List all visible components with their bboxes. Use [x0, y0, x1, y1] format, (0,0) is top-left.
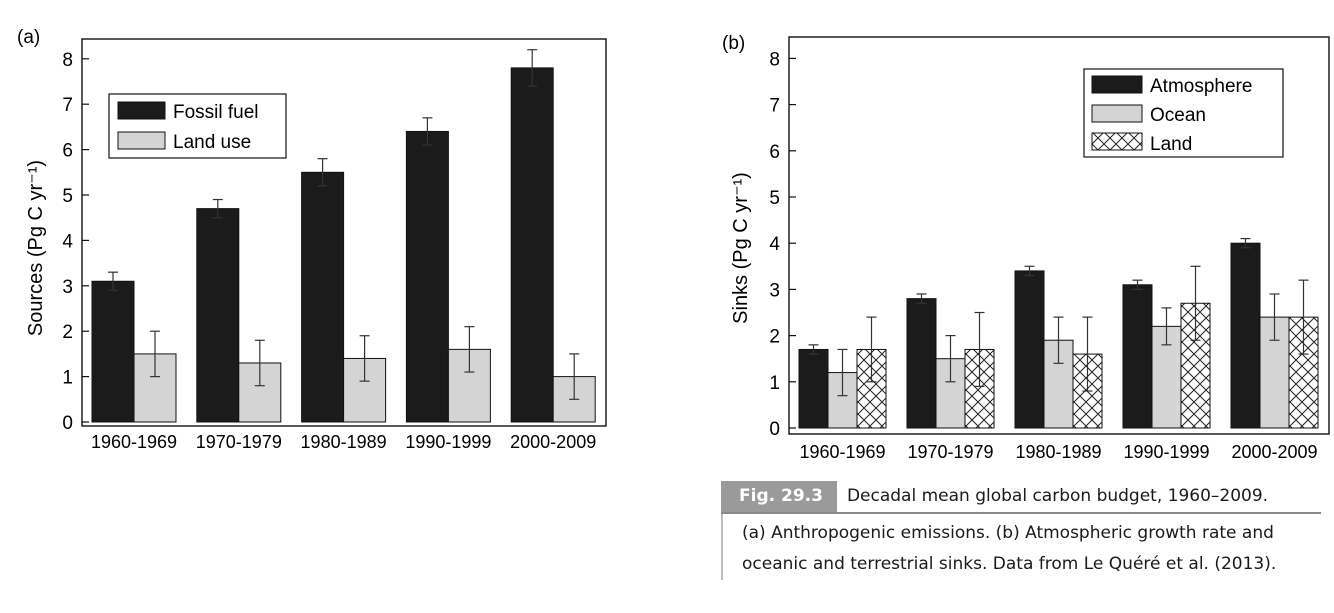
error-bar: [1053, 316, 1064, 364]
bar-fossil-fuel-1960-1969: [91, 280, 135, 423]
bar-atmosphere-2000-2009: [1230, 242, 1261, 429]
error-bar: [527, 49, 538, 87]
error-bar: [254, 339, 265, 387]
legend-label-fossil-fuel: Fossil fuel: [173, 102, 259, 123]
legend-swatch-atmosphere: [1091, 75, 1143, 94]
y-tick-label: 7: [769, 96, 780, 117]
panel-a-y-axis: 0 1 2 3 4 5 6 7 8: [62, 50, 89, 434]
y-tick-label: 2: [769, 327, 780, 348]
panel-a-bars: [91, 49, 596, 423]
x-tick-label: 1960-1969: [799, 442, 885, 462]
panel-b-chart: (b) Sinks (Pg C yr⁻¹) 0 1 2 3 4 5 6 7 8 1960-196…: [722, 33, 1330, 462]
error-bar: [837, 348, 848, 397]
x-tick-label: 2000-2009: [1231, 442, 1317, 462]
x-tick-label: 1960-1969: [91, 432, 177, 452]
bar-atmosphere-1980-1989: [1014, 270, 1045, 429]
y-tick-label: 5: [62, 186, 73, 207]
legend-swatch-ocean: [1091, 104, 1143, 123]
y-tick-label: 5: [769, 188, 780, 209]
legend-swatch-land: [1091, 132, 1143, 151]
error-bar: [422, 117, 433, 146]
y-tick-label: 3: [62, 277, 73, 298]
y-tick-label: 6: [62, 141, 73, 162]
y-tick-label: 4: [62, 231, 73, 252]
figure-caption: Fig. 29.3 Decadal mean global carbon budg…: [721, 481, 1321, 580]
panel-b-ylabel: Sinks (Pg C yr⁻¹): [730, 172, 752, 324]
bar-fossil-fuel-2000-2009: [510, 67, 554, 423]
error-bar: [945, 335, 956, 383]
legend-swatch-fossil-fuel: [117, 101, 166, 120]
panel-b-x-axis: 1960-1969 1970-1979 1980-1989 1990-1999 2000…: [799, 442, 1317, 462]
panel-b-legend: Atmosphere Ocean Land: [1083, 68, 1284, 158]
panel-b-label: (b): [722, 33, 745, 54]
y-tick-label: 8: [62, 50, 73, 71]
y-tick-label: 1: [62, 368, 73, 389]
panel-a-ylabel: Sources (Pg C yr⁻¹): [25, 160, 47, 336]
bar-ocean-1970-1979: [935, 358, 966, 429]
y-tick-label: 7: [62, 95, 73, 116]
y-tick-label: 6: [769, 142, 780, 163]
caption-figure-tag: Fig. 29.3: [721, 481, 837, 512]
x-tick-label: 1970-1979: [196, 432, 282, 452]
error-bar: [1240, 237, 1251, 249]
error-bar: [569, 353, 580, 400]
panel-b-plot-frame: [788, 36, 1330, 435]
error-bar: [108, 271, 118, 291]
y-tick-label: 2: [62, 322, 73, 343]
panel-b-bars: [798, 237, 1319, 429]
bar-fossil-fuel-1980-1989: [301, 171, 345, 423]
x-tick-label: 1980-1989: [1015, 442, 1101, 462]
y-tick-label: 8: [769, 49, 780, 70]
error-bar: [1161, 307, 1172, 346]
legend-label-atmosphere: Atmosphere: [1150, 76, 1252, 97]
panel-a-legend: Fossil fuel Land use: [108, 93, 287, 159]
error-bar: [1024, 265, 1035, 277]
x-tick-label: 1970-1979: [907, 442, 993, 462]
error-bar: [866, 316, 877, 383]
error-bar: [1132, 279, 1143, 290]
bar-atmosphere-1960-1969: [798, 348, 829, 429]
panel-b-y-axis: 0 1 2 3 4 5 6 7 8: [769, 49, 796, 440]
legend-label-land-use: Land use: [173, 132, 251, 153]
error-bar: [974, 311, 985, 388]
x-tick-label: 1990-1999: [1123, 442, 1209, 462]
bar-land-use-1970-1979: [238, 362, 282, 423]
y-tick-label: 0: [769, 419, 780, 440]
caption-header: Fig. 29.3 Decadal mean global carbon budg…: [721, 481, 1321, 514]
x-tick-label: 2000-2009: [510, 432, 596, 452]
legend-swatch-land-use: [117, 131, 166, 150]
bar-land-use-1980-1989: [343, 357, 387, 423]
error-bar: [212, 198, 223, 219]
error-bar: [464, 326, 475, 373]
bar-atmosphere-1990-1999: [1122, 284, 1153, 429]
error-bar: [808, 344, 819, 355]
error-bar: [1082, 316, 1093, 392]
legend-label-land: Land: [1150, 134, 1192, 155]
caption-body: (a) Anthropogenic emissions. (b) Atmosph…: [721, 514, 1321, 580]
legend-label-ocean: Ocean: [1150, 105, 1206, 126]
error-bar: [1298, 279, 1309, 355]
bar-atmosphere-1970-1979: [906, 298, 937, 429]
y-tick-label: 0: [62, 413, 73, 434]
bar-fossil-fuel-1970-1979: [196, 208, 240, 423]
error-bar: [317, 158, 328, 187]
x-tick-label: 1980-1989: [301, 432, 387, 452]
bar-fossil-fuel-1990-1999: [405, 130, 449, 423]
y-tick-label: 4: [769, 234, 780, 255]
error-bar: [150, 330, 160, 378]
error-bar: [1190, 265, 1201, 341]
error-bar: [916, 293, 927, 304]
panel-a-chart: (a) Sources (Pg C yr⁻¹) 0 1 2 3 4 5 6 7 8 1960-1…: [17, 27, 607, 452]
caption-title: Decadal mean global carbon budget, 1960–…: [846, 486, 1269, 506]
panel-a-x-axis: 1960-1969 1970-1979 1980-1989 1990-1999 2000…: [91, 432, 596, 452]
error-bar: [359, 335, 370, 382]
panel-a-label: (a): [17, 27, 40, 48]
y-tick-label: 1: [769, 373, 780, 394]
x-tick-label: 1990-1999: [405, 432, 491, 452]
error-bar: [1269, 293, 1280, 341]
y-tick-label: 3: [769, 280, 780, 301]
panel-a-plot-frame: [81, 38, 607, 427]
